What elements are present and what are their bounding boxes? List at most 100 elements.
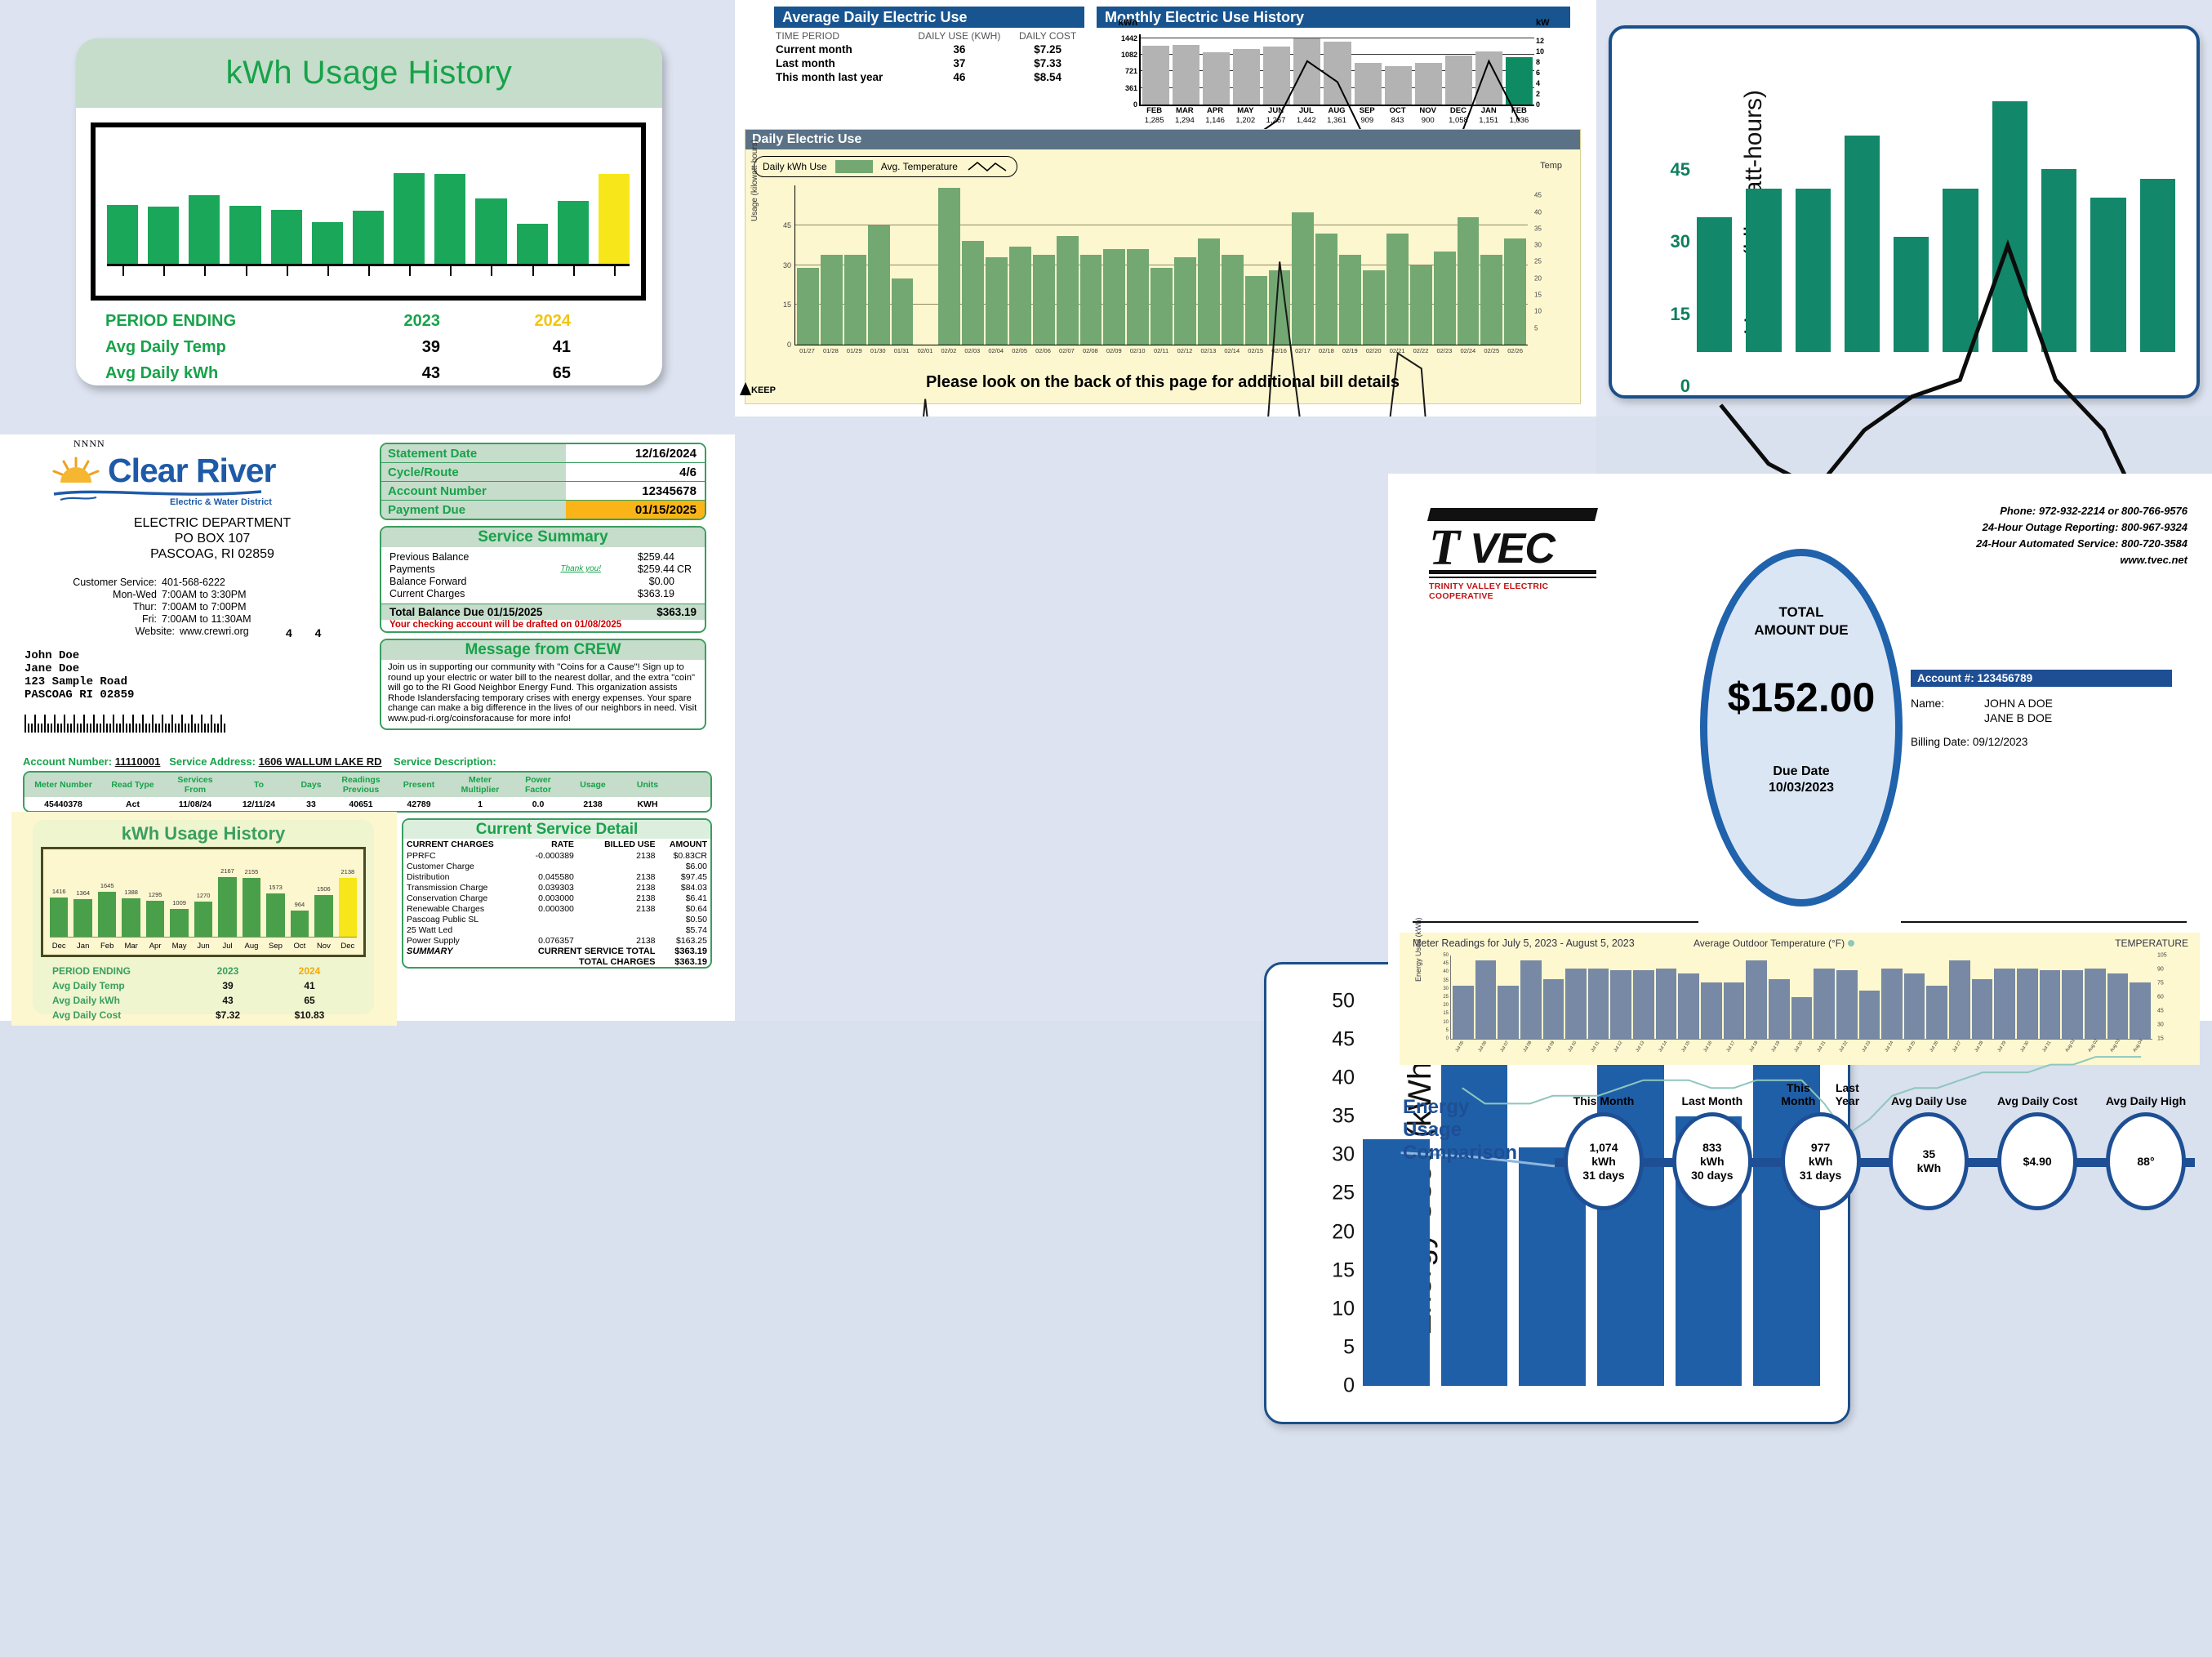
x-label: 02/09 (1106, 347, 1122, 354)
kwh-usage-history-card: kWh Usage History 1416 1364 1645 1388 1295 10… (33, 820, 374, 1021)
y2-tick: 10 (1536, 47, 1545, 56)
table-header-row: Meter Number Read Type Services From To Days R… (24, 773, 710, 797)
x-label: 02/07 (1059, 347, 1075, 354)
node-caption: Last Month (1663, 1078, 1761, 1107)
col-header: Meter Number (24, 773, 102, 797)
period: Current month (776, 43, 852, 56)
y-tick: 45 (1670, 158, 1690, 180)
use: 37 (953, 57, 966, 69)
x-label: FEB (1511, 106, 1527, 115)
bar (1151, 267, 1173, 345)
bar (1127, 249, 1150, 345)
x-label: 02/01 (917, 347, 933, 354)
x-axis-labels: Dec Jan Feb Mar Apr May Jun Jul Aug Sep Oct Nov Dec (50, 942, 357, 951)
total-amount: $363.19 (656, 606, 697, 618)
barcode-bar (224, 724, 225, 733)
node-value-lines: $4.90 (2023, 1155, 2052, 1169)
legend-marker-icon (1848, 940, 1855, 947)
x-value: 1,285 (1144, 116, 1164, 125)
table-row: Customer Charge $6.00 (403, 861, 710, 871)
account-service-line: Account Number: 11110001 Service Address… (23, 755, 496, 768)
x-label: 02/21 (1389, 347, 1405, 354)
bar-value-label: 2167 (220, 867, 234, 875)
row-value-2024: 41 (552, 337, 571, 356)
x-axis-value-labels: 1,285 1,294 1,146 1,202 1,267 1,442 1,361 909 84… (1141, 116, 1533, 125)
col-header: Meter Multiplier (447, 773, 513, 797)
x-label: OCT (1389, 106, 1406, 115)
temperature-line (1451, 955, 2152, 1657)
col-header: AMOUNT (669, 840, 707, 849)
x-label: 02/17 (1295, 347, 1311, 354)
summary-label: Payments (389, 563, 435, 575)
bar-value-label: 1009 (172, 899, 186, 907)
x-label: 02/19 (1342, 347, 1358, 354)
x-axis-labels: Jul 05 Jul 06 Jul 07 Jul 08 Jul 09 Jul 10 Jul … (1452, 1039, 2151, 1053)
y-tick: 35 (1443, 978, 1449, 983)
col-header: Readings Previous (332, 773, 390, 797)
service-key: Customer Service: (73, 577, 157, 588)
col-header-line: Factor (524, 785, 552, 795)
summary-amount: $0.00 (648, 575, 674, 587)
bar-series (1142, 34, 1533, 105)
billed-use: 2138 (636, 903, 656, 914)
table-row: Renewable Charges 0.000300 2138 $0.64 (403, 903, 710, 914)
y2-tick: 45 (2157, 1008, 2164, 1014)
temp-axis-title: Temp (1540, 161, 1562, 171)
bar (1433, 252, 1456, 345)
col-period-ending: PERIOD ENDING (105, 311, 237, 330)
row-label: Avg Daily Temp (52, 980, 125, 991)
use: 36 (953, 43, 966, 56)
bar (1354, 62, 1382, 105)
summary-table: PERIOD ENDING 2023 2024 Avg Daily Temp 3… (76, 308, 662, 385)
current-service-title: Current Service Detail (403, 820, 710, 839)
cost: $8.54 (1034, 71, 1062, 83)
y-tick: 50 (1443, 953, 1449, 958)
route-marks: 4 4 (286, 626, 332, 639)
node-value-lines: 833 kWh 30 days (1691, 1141, 1733, 1183)
x-label: JUN (1268, 106, 1284, 115)
amount: $6.41 (685, 893, 707, 903)
barcode-bar (185, 724, 186, 733)
y-tick: 30 (1670, 231, 1690, 252)
y-tick: 0 (1445, 1036, 1449, 1041)
bar-series (797, 185, 1527, 345)
row-value-2023: 43 (421, 363, 440, 382)
row-value-2023: 43 (222, 995, 234, 1006)
barcode-bar (145, 724, 147, 733)
x-label: 02/10 (1129, 347, 1146, 354)
amount: $0.50 (685, 914, 707, 924)
comparison-node: Avg Daily Use 35 kWh (1880, 1078, 1978, 1210)
bar (1409, 265, 1432, 345)
x-value: 1,294 (1174, 116, 1195, 125)
website-link[interactable]: www.tvec.net (2120, 554, 2188, 566)
col-time-period: TIME PERIOD (776, 30, 840, 42)
x-label: 02/06 (1035, 347, 1051, 354)
col-header: Usage (563, 773, 622, 797)
row-value-2024: 65 (304, 995, 315, 1006)
bar (1384, 65, 1412, 105)
bar (475, 198, 507, 265)
customer-line: PASCOAG RI 02859 (24, 688, 135, 702)
billed-use: 2138 (636, 871, 656, 882)
bar (229, 206, 261, 265)
col-header: BILLED USE (604, 840, 656, 849)
rate: 0.076357 (538, 935, 574, 946)
postal-barcode (24, 713, 376, 733)
x-label: Jan (77, 942, 90, 951)
x-axis-ticks (107, 266, 630, 276)
bar (1268, 270, 1291, 345)
row-value-2024: 65 (552, 363, 571, 382)
barcode-bar (201, 715, 203, 733)
billed-use: 2138 (636, 893, 656, 903)
node-value: 88° (2105, 1112, 2186, 1210)
y2-tick: 25 (1534, 257, 1542, 265)
y-tick: 0 (786, 341, 791, 349)
table-row: Avg Daily Temp 39 41 (105, 334, 633, 360)
tick (475, 266, 506, 276)
col-header: CURRENT CHARGES (407, 840, 494, 849)
y-tick: 40 (1443, 969, 1449, 975)
comparison-node: This Month Last Year 977 kWh 31 days (1772, 1078, 1870, 1210)
x-value: 909 (1360, 116, 1374, 125)
barcode-bar (106, 724, 108, 733)
